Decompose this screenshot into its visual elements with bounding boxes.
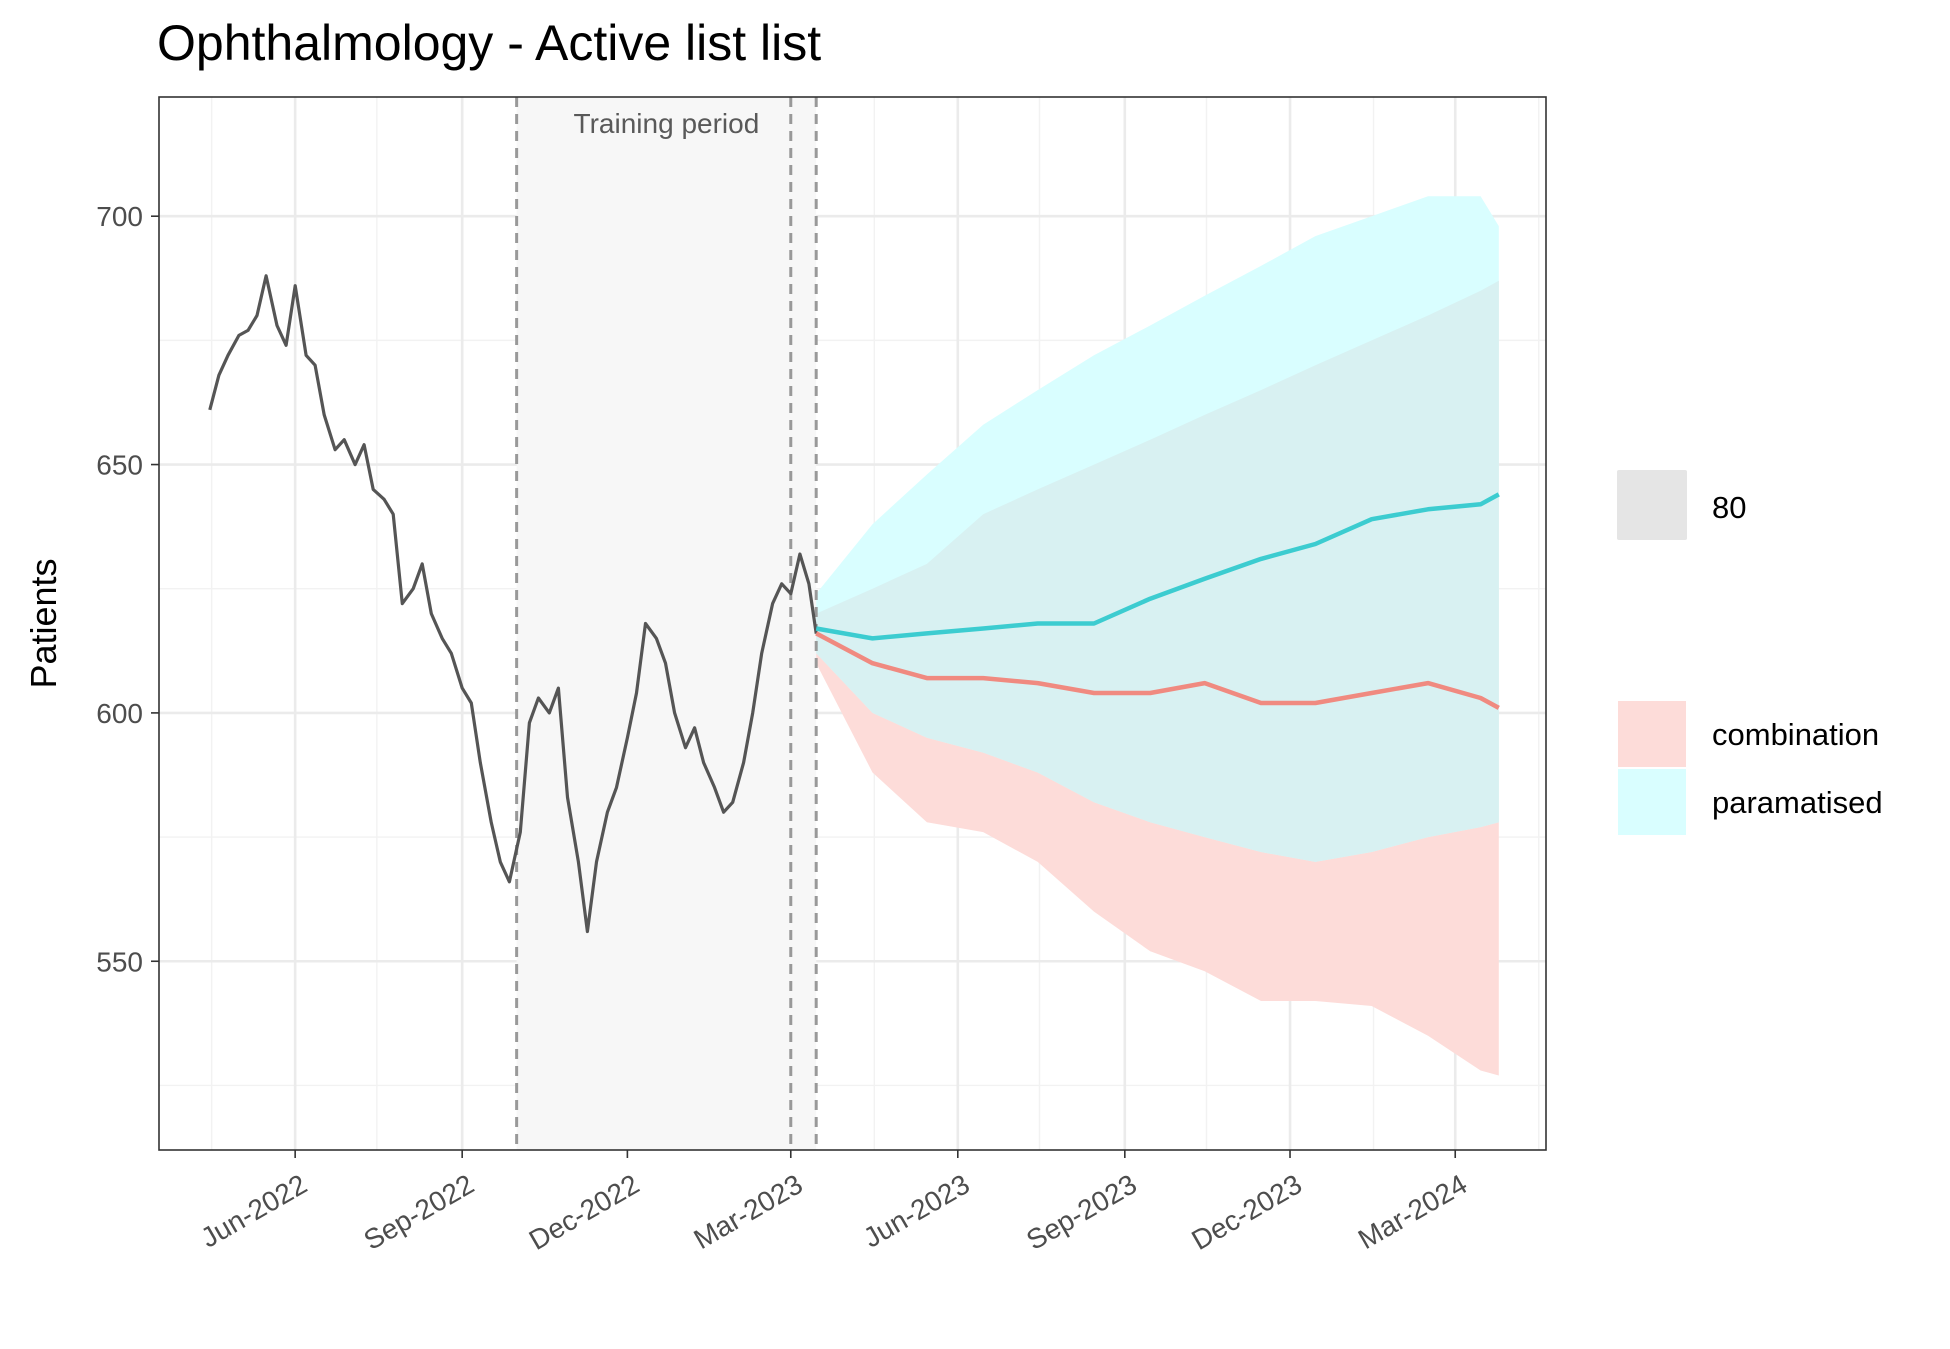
y-tick-label: 700: [96, 201, 143, 232]
x-tick-label: Jun-2023: [858, 1168, 975, 1253]
x-tick-label: Mar-2024: [1353, 1168, 1472, 1255]
plot-border: [158, 96, 1547, 1151]
legend: 80 combination paramatised: [1616, 470, 1883, 837]
x-tick-label: Dec-2022: [524, 1168, 645, 1256]
paramatised-series-line: [815, 492, 1500, 641]
combination-series-line: [815, 631, 1500, 710]
x-tick-label: Mar-2023: [688, 1168, 807, 1255]
legend-key-combination: [1616, 699, 1688, 769]
actual-series-line: [208, 274, 818, 934]
legend-key-paramatised: [1616, 767, 1688, 837]
legend-key-interval: [1617, 470, 1687, 540]
x-tick-label: Sep-2022: [359, 1168, 480, 1256]
overlap-interval-band: [816, 280, 1499, 862]
training-vlines: [515, 97, 818, 1150]
x-tick-label: Sep-2023: [1021, 1168, 1142, 1256]
chart-title: Ophthalmology - Active list list: [157, 15, 821, 71]
y-axis: 550 600 650 700: [96, 201, 159, 977]
x-tick-label: Dec-2023: [1186, 1168, 1307, 1256]
legend-label-interval: 80: [1712, 490, 1746, 525]
training-period-shade: [516, 97, 817, 1150]
y-tick-label: 550: [96, 946, 143, 977]
series-lines: [208, 274, 1500, 934]
legend-label-combination: combination: [1712, 717, 1879, 752]
prediction-bands: [816, 196, 1499, 1076]
y-tick-label: 650: [96, 450, 143, 481]
x-axis: Jun-2022 Sep-2022 Dec-2022 Mar-2023 Jun-2023…: [196, 1150, 1472, 1256]
y-tick-label: 600: [96, 698, 143, 729]
legend-label-paramatised: paramatised: [1712, 785, 1883, 820]
x-tick-label: Jun-2022: [196, 1168, 313, 1253]
training-period-label: Training period: [574, 108, 760, 139]
y-axis-title: Patients: [23, 558, 64, 688]
